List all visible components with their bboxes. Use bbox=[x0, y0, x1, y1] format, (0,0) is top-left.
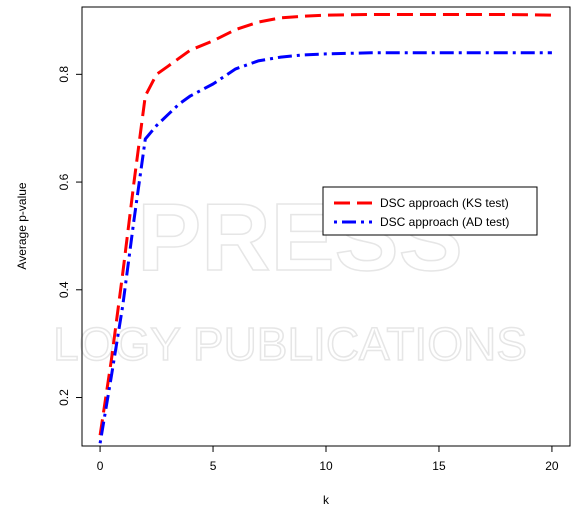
x-tick-label: 20 bbox=[545, 459, 559, 473]
x-tick-label: 0 bbox=[97, 459, 104, 473]
x-axis: 0 5 10 15 20 bbox=[97, 446, 559, 473]
y-tick-label: 0.8 bbox=[57, 66, 71, 83]
y-tick-label: 0.4 bbox=[57, 281, 71, 298]
x-tick-label: 15 bbox=[432, 459, 446, 473]
x-axis-label: k bbox=[323, 493, 330, 507]
legend-label-ks: DSC approach (KS test) bbox=[380, 196, 509, 210]
x-tick-label: 10 bbox=[319, 459, 333, 473]
y-axis-label: Average p-value bbox=[15, 182, 29, 269]
watermark-line2: LOGY PUBLICATIONS bbox=[53, 318, 527, 370]
y-tick-label: 0.2 bbox=[57, 389, 71, 406]
x-tick-label: 5 bbox=[210, 459, 217, 473]
legend-label-ad: DSC approach (AD test) bbox=[380, 215, 509, 229]
legend: DSC approach (KS test) DSC approach (AD … bbox=[323, 187, 537, 235]
y-tick-label: 0.6 bbox=[57, 173, 71, 190]
